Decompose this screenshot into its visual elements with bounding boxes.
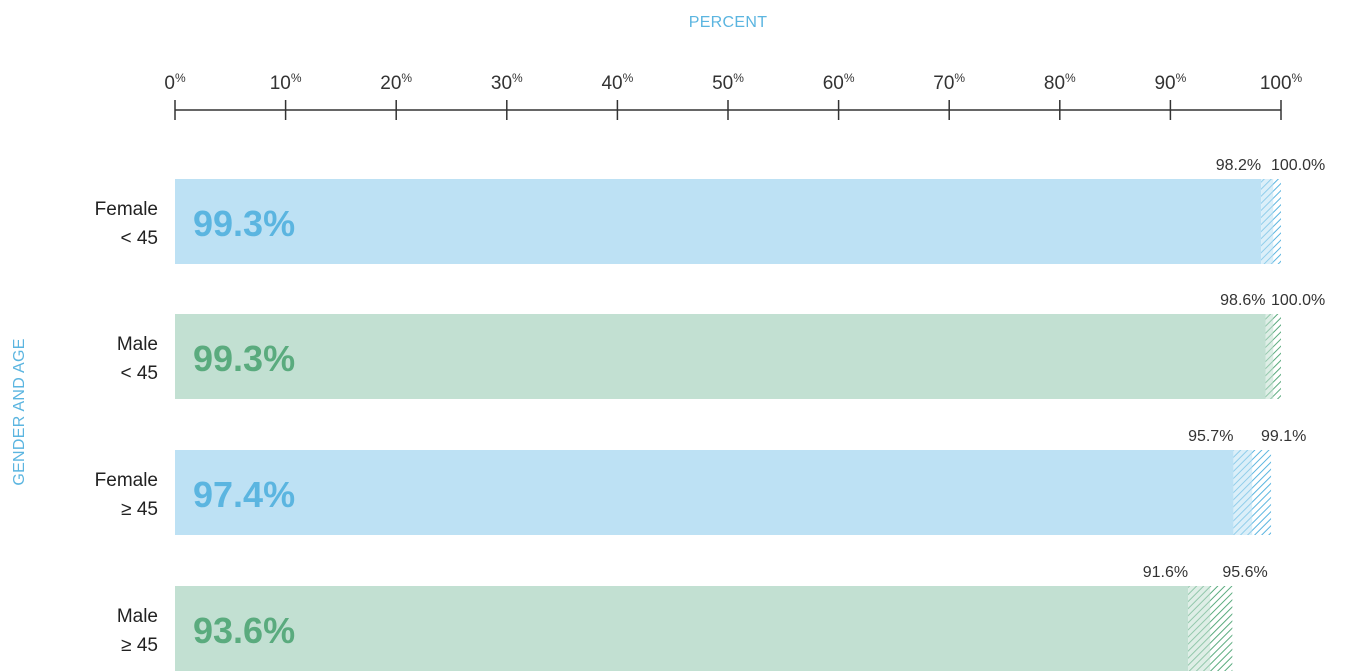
x-tick-label: 70% [933, 71, 965, 94]
x-tick-label: 30% [491, 71, 523, 94]
x-tick-label: 60% [823, 71, 855, 94]
x-tick-label: 0% [164, 71, 186, 94]
x-tick-label: 40% [601, 71, 633, 94]
bar-value-label: 97.4% [193, 474, 295, 515]
bar-estimate-segment [1188, 586, 1211, 671]
bar-estimate-segment [1233, 450, 1253, 535]
bar [175, 314, 1266, 399]
x-tick-label: 80% [1044, 71, 1076, 94]
x-tick-label: 100% [1260, 71, 1303, 94]
category-sublabel: ≥ 45 [121, 635, 158, 656]
bar [175, 586, 1189, 671]
bar-group: 97.4% Female ≥ 45 95.7% 99.1% [95, 428, 1306, 535]
bar-value-label: 93.6% [193, 610, 295, 651]
category-label: Female [95, 199, 158, 220]
category-label: Female [95, 470, 158, 491]
x-axis: 0% 10% 20% 30% 40% 50% 60% 70% 80% 90% 100% [164, 71, 1303, 120]
x-tick-label: 10% [270, 71, 302, 94]
ci-high-label: 95.6% [1222, 564, 1267, 581]
category-sublabel: < 45 [120, 363, 158, 384]
category-label: Male [117, 606, 158, 627]
ci-low-label: 98.2% [1216, 157, 1261, 174]
x-tick-label: 20% [380, 71, 412, 94]
bar-estimate-segment [1261, 179, 1274, 264]
y-axis-title: GENDER AND AGE [11, 338, 28, 485]
category-label: Male [117, 334, 158, 355]
ci-high-label: 99.1% [1261, 428, 1306, 445]
bar-group: 99.3% Male < 45 98.6% 100.0% [117, 292, 1325, 399]
ci-high-label: 100.0% [1271, 157, 1325, 174]
bar-estimate-segment [1265, 314, 1274, 399]
category-sublabel: ≥ 45 [121, 499, 158, 520]
category-sublabel: < 45 [120, 228, 158, 249]
bar-group: 99.3% Female < 45 98.2% 100.0% [95, 157, 1325, 264]
bar-group: 93.6% Male ≥ 45 91.6% 95.6% [117, 564, 1268, 671]
ci-low-label: 91.6% [1143, 564, 1188, 581]
x-axis-title: PERCENT [689, 14, 768, 31]
ci-low-label: 95.7% [1188, 428, 1233, 445]
ci-low-label: 98.6% [1220, 292, 1265, 309]
x-tick-label: 90% [1154, 71, 1186, 94]
x-tick-label: 50% [712, 71, 744, 94]
bar-value-label: 99.3% [193, 203, 295, 244]
ci-high-label: 100.0% [1271, 292, 1325, 309]
bar-value-label: 99.3% [193, 338, 295, 379]
bar [175, 179, 1262, 264]
bar [175, 450, 1234, 535]
